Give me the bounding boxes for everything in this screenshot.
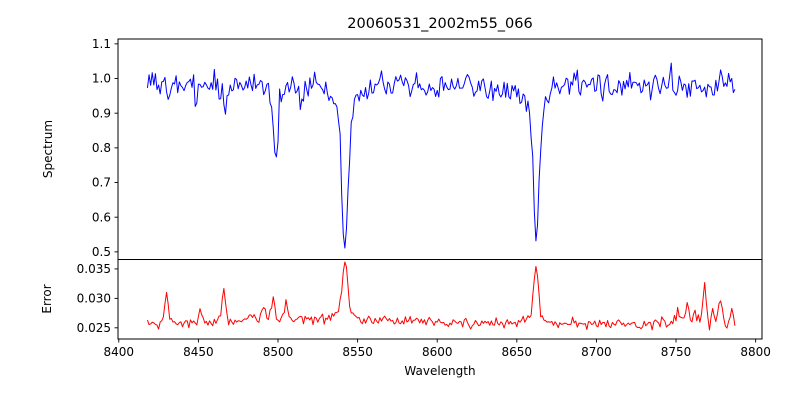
x-tick-label: 8750 — [661, 345, 692, 359]
y-tick-label: 0.6 — [92, 210, 111, 224]
plot-title: 20060531_2002m55_066 — [347, 16, 533, 32]
x-tick-label: 8450 — [183, 345, 214, 359]
y-tick-label: 0.5 — [92, 245, 111, 259]
x-tick-label: 8800 — [740, 345, 771, 359]
y-tick-label: 1.1 — [92, 37, 111, 51]
x-tick-label: 8500 — [263, 345, 294, 359]
spectrum-trace — [146, 62, 736, 249]
x-tick-label: 8400 — [104, 345, 135, 359]
y-tick-label: 0.9 — [92, 106, 111, 120]
error-trace — [146, 261, 736, 331]
x-tick-label: 8600 — [422, 345, 453, 359]
x-tick-label: 8700 — [581, 345, 612, 359]
x-tick-label: 8650 — [502, 345, 533, 359]
y-tick-label: 0.035 — [77, 262, 111, 276]
x-axis-label: Wavelength — [404, 364, 476, 378]
y-tick-label: 0.7 — [92, 176, 111, 190]
y-tick-label: 0.030 — [77, 292, 111, 306]
y-tick-label: 0.025 — [77, 321, 111, 335]
error-panel-frame — [117, 259, 763, 340]
y-tick-label: 1.0 — [92, 72, 111, 86]
x-tick-label: 8550 — [342, 345, 373, 359]
y-tick-label: 0.8 — [92, 141, 111, 155]
